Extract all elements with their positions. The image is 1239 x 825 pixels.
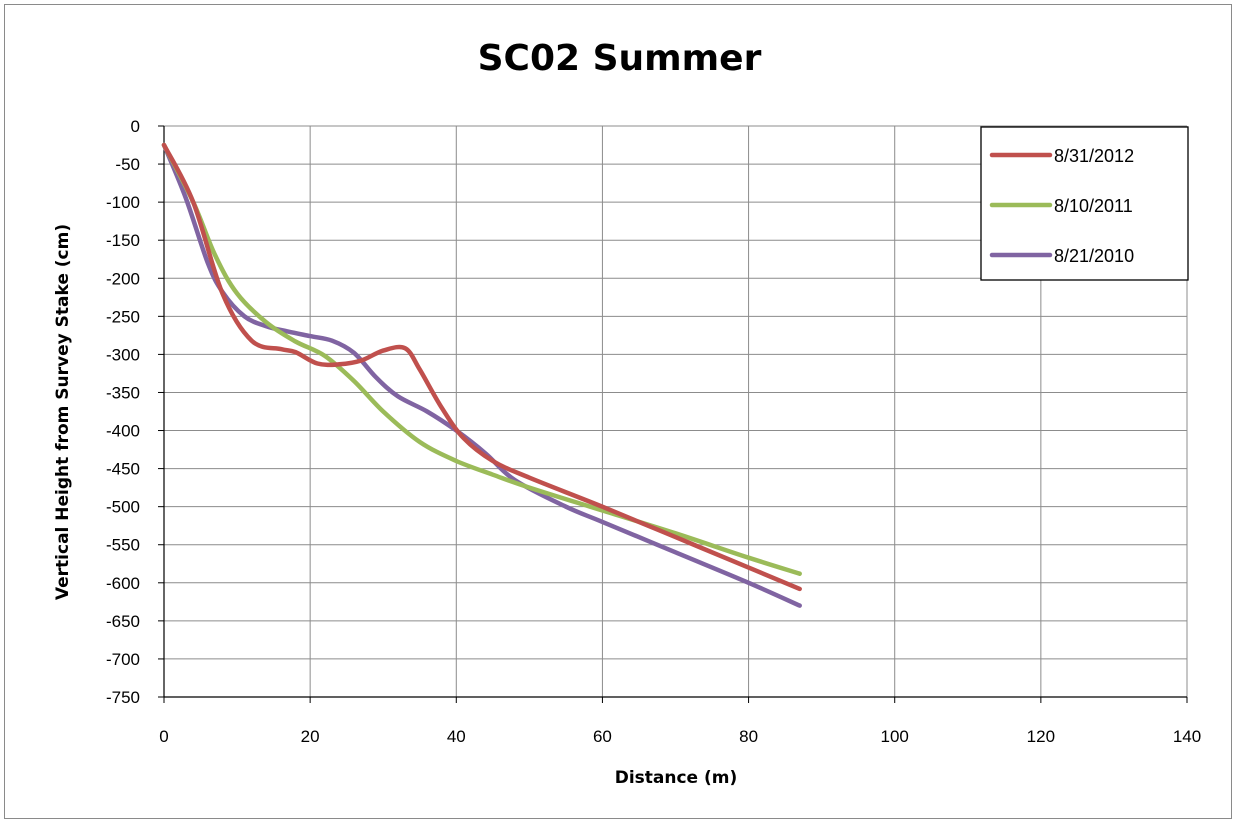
y-tick-label: -300 (106, 345, 140, 364)
y-tick-label: -100 (106, 193, 140, 212)
x-tick-label: 80 (739, 727, 758, 746)
chart-title: SC02 Summer (477, 38, 762, 79)
series-lines (161, 142, 802, 608)
y-tick-label: -350 (106, 383, 140, 402)
y-tick-label: -600 (106, 574, 140, 593)
series-line-8-21-2010 (161, 142, 802, 608)
x-axis-label: Distance (m) (615, 768, 738, 788)
x-tick-label: 60 (593, 727, 612, 746)
y-tick-label: -50 (115, 155, 140, 174)
legend-entry: 8/21/2010 (1054, 246, 1134, 266)
x-tick-label: 20 (301, 727, 320, 746)
y-tick-label: -250 (106, 307, 140, 326)
y-tick-label: -550 (106, 536, 140, 555)
axes (158, 125, 1188, 703)
x-tick-label: 120 (1027, 727, 1055, 746)
series-line-8-31-2012 (161, 142, 802, 592)
x-tick-label: 0 (159, 727, 168, 746)
legend: 8/31/2012 8/10/2011 8/21/2010 (980, 126, 1189, 281)
x-tick-labels: 0 20 40 60 80 100 120 140 (159, 727, 1201, 746)
y-tick-label: -150 (106, 231, 140, 250)
y-tick-label: 0 (131, 117, 140, 136)
legend-entry: 8/31/2012 (1054, 146, 1134, 166)
y-axis-label: Vertical Height from Survey Stake (cm) (53, 224, 73, 600)
y-tick-label: -200 (106, 269, 140, 288)
y-tick-label: -400 (106, 422, 140, 441)
y-tick-label: -650 (106, 612, 140, 631)
legend-entry: 8/10/2011 (1054, 196, 1133, 216)
series-line-8-10-2011 (161, 142, 802, 576)
y-tick-label: -450 (106, 460, 140, 479)
x-tick-label: 40 (447, 727, 466, 746)
y-tick-labels: 0 -50 -100 -150 -200 -250 -300 -350 -400 -450 -500… (106, 117, 140, 707)
y-tick-label: -700 (106, 650, 140, 669)
y-tick-label: -750 (106, 688, 140, 707)
y-tick-label: -500 (106, 498, 140, 517)
x-tick-label: 100 (881, 727, 909, 746)
x-tick-label: 140 (1173, 727, 1201, 746)
